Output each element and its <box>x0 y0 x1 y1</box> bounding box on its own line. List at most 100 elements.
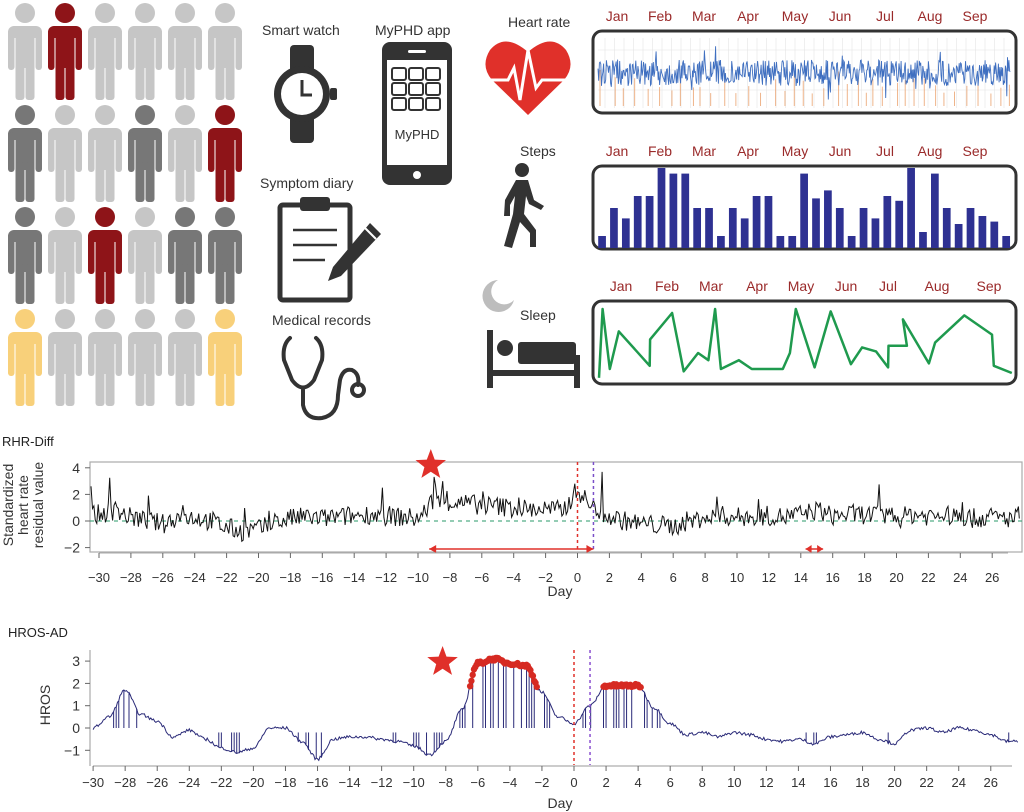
month-label: Apr <box>746 278 768 294</box>
y-tick-label: 1 <box>72 698 80 714</box>
person-icon <box>48 309 82 406</box>
y-axis-label: residual value <box>30 462 46 549</box>
steps-bar <box>1002 236 1011 248</box>
steps-plot <box>598 168 1011 248</box>
x-tick-label: −8 <box>438 775 453 790</box>
month-label: Mar <box>692 8 716 24</box>
app-tile-icon <box>408 67 424 81</box>
pencil-icon <box>328 223 381 281</box>
app-tile-icon <box>391 97 407 111</box>
steps-bar <box>657 168 666 248</box>
month-label: May <box>782 8 808 24</box>
rhr-line <box>90 471 1020 543</box>
x-tick-label: −20 <box>242 775 264 790</box>
x-tick-label: −16 <box>311 570 333 585</box>
month-label: Sep <box>977 278 1002 294</box>
x-tick-label: 14 <box>791 775 805 790</box>
person-icon <box>48 207 82 304</box>
month-label: Jul <box>876 8 894 24</box>
x-tick-label: 18 <box>855 775 869 790</box>
month-label: Apr <box>737 143 759 159</box>
steps-month-labels: Jan Feb Mar Apr May Jun Jul Aug Sep <box>606 143 988 159</box>
steps-bar <box>859 208 868 248</box>
x-tick-label: −12 <box>375 570 397 585</box>
x-tick-label: −6 <box>474 570 489 585</box>
person-icon <box>128 207 162 304</box>
x-tick-label: −28 <box>120 570 142 585</box>
steps-bar <box>788 236 797 248</box>
month-label: Mar <box>692 143 716 159</box>
y-axis-label: Standardized <box>0 464 16 547</box>
steps-bar <box>752 196 761 248</box>
rhr-chart-title: RHR-Diff <box>2 434 54 449</box>
x-tick-label: −2 <box>535 775 550 790</box>
x-tick-label: −10 <box>403 775 425 790</box>
heart-rate-plot <box>597 38 1011 108</box>
person-icon <box>48 105 82 202</box>
steps-bar <box>693 208 702 248</box>
alarm-dot <box>466 682 474 690</box>
x-tick-label: 6 <box>670 570 677 585</box>
smart-watch-label: Smart watch <box>262 22 340 38</box>
steps-bar <box>812 198 820 248</box>
steps-bar <box>990 221 999 248</box>
y-tick-label: 0 <box>72 513 80 529</box>
x-tick-label: −2 <box>538 570 553 585</box>
plot-frame <box>89 461 1023 553</box>
month-label: Sep <box>963 8 988 24</box>
alarm-dot <box>469 671 476 679</box>
month-label: Jan <box>606 143 629 159</box>
person-icon <box>8 105 42 202</box>
month-label: May <box>788 278 814 294</box>
x-tick-label: 12 <box>762 570 776 585</box>
x-tick-label: −14 <box>343 570 365 585</box>
x-tick-label: −30 <box>82 775 104 790</box>
month-label: Jul <box>876 143 894 159</box>
x-tick-label: −26 <box>146 775 168 790</box>
x-tick-label: 16 <box>823 775 837 790</box>
x-tick-label: 26 <box>984 775 998 790</box>
app-tile-icon <box>425 67 441 81</box>
month-label: Apr <box>737 8 759 24</box>
x-tick-label: −28 <box>114 775 136 790</box>
sleep-plot <box>597 307 1013 378</box>
steps-bar <box>776 236 785 248</box>
x-tick-label: 26 <box>985 570 999 585</box>
smartphone-icon: MyPHD <box>382 42 452 185</box>
x-tick-label: 12 <box>759 775 773 790</box>
clipboard-icon <box>277 197 353 303</box>
x-tick-label: 18 <box>857 570 871 585</box>
steps-bar <box>871 218 880 248</box>
moon-icon <box>482 280 514 312</box>
steps-bar <box>835 208 844 248</box>
symptom-diary-label: Symptom diary <box>260 175 353 191</box>
x-tick-label: −4 <box>506 570 521 585</box>
myphd-app-label: MyPHD app <box>375 22 451 38</box>
heart-rate-line <box>597 46 1011 100</box>
person-icon <box>168 105 202 202</box>
x-tick-label: 20 <box>889 570 903 585</box>
person-icon <box>208 309 242 406</box>
x-tick-label: 0 <box>570 775 577 790</box>
x-tick-label: 22 <box>919 775 933 790</box>
cohort-grid <box>8 3 242 406</box>
steps-bar <box>942 208 951 248</box>
x-tick-label: 6 <box>667 775 674 790</box>
month-label: Jun <box>835 278 858 294</box>
steps-bar <box>610 208 618 248</box>
person-icon <box>168 309 202 406</box>
app-tile-icon <box>391 67 407 81</box>
heart-rate-month-labels: Jan Feb Mar Apr May Jun Jul Aug Sep <box>606 8 988 24</box>
arrowhead-icon <box>805 545 824 553</box>
app-tile-icon <box>425 82 441 96</box>
steps-bar <box>728 208 737 248</box>
hros-chart-title: HROS-AD <box>8 625 68 640</box>
x-tick-label: 20 <box>887 775 901 790</box>
y-tick-label: 3 <box>72 653 80 669</box>
month-label: Feb <box>655 278 679 294</box>
y-tick-label: 2 <box>72 675 80 691</box>
heart-icon <box>485 41 571 115</box>
x-tick-label: 22 <box>921 570 935 585</box>
